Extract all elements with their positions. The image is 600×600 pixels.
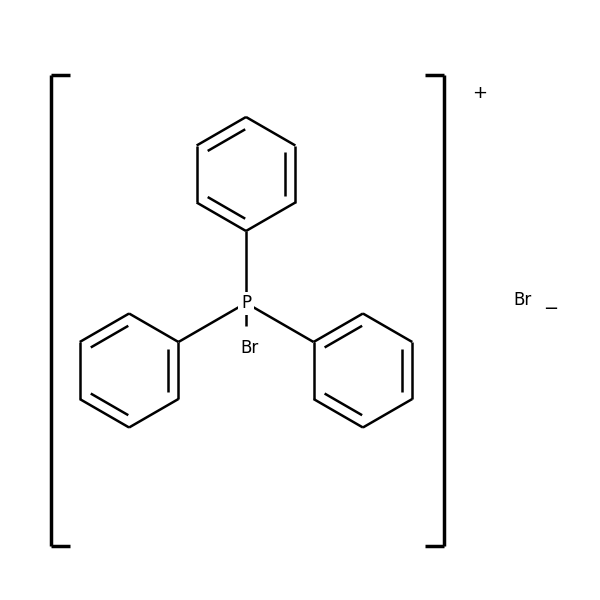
Text: −: −	[543, 300, 558, 318]
Text: Br: Br	[513, 291, 531, 309]
Text: P: P	[241, 294, 251, 312]
Text: Br: Br	[240, 339, 258, 357]
Text: +: +	[473, 84, 487, 102]
